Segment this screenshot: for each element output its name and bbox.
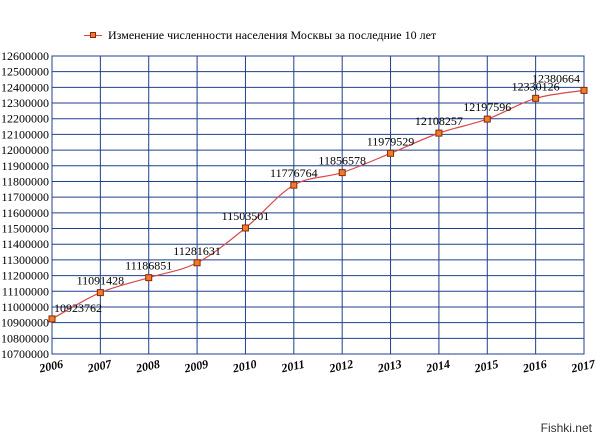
data-point xyxy=(48,315,56,323)
legend: Изменение численности населения Москвы з… xyxy=(84,28,436,43)
x-tick-label: 2006 xyxy=(37,357,64,376)
y-tick-label: 12500000 xyxy=(1,65,49,79)
x-tick-label: 2014 xyxy=(424,357,451,376)
data-label: 11281631 xyxy=(173,244,221,258)
y-tick-label: 11800000 xyxy=(1,174,49,188)
x-tick-label: 2010 xyxy=(230,357,257,376)
x-tick-label: 2016 xyxy=(521,357,548,376)
data-point xyxy=(532,94,540,102)
y-tick-label: 10700000 xyxy=(1,347,49,361)
y-tick-label: 11400000 xyxy=(1,237,49,251)
x-tick-label: 2007 xyxy=(85,357,113,376)
y-tick-label: 12600000 xyxy=(1,49,49,63)
data-label: 11856578 xyxy=(318,154,366,168)
data-label: 11186851 xyxy=(125,259,172,273)
y-tick-label: 12100000 xyxy=(1,127,49,141)
data-point xyxy=(290,181,298,189)
y-tick-label: 11700000 xyxy=(1,190,49,204)
data-point xyxy=(193,259,201,267)
y-tick-label: 11200000 xyxy=(1,269,49,283)
watermark: Fishki.net xyxy=(540,421,592,435)
x-tick-label: 2012 xyxy=(327,357,354,376)
y-tick-label: 12400000 xyxy=(1,80,49,94)
data-point xyxy=(241,224,249,232)
y-tick-label: 12000000 xyxy=(1,143,49,157)
legend-label: Изменение численности населения Москвы з… xyxy=(108,28,437,42)
y-tick-label: 11100000 xyxy=(2,284,49,298)
legend-line-icon xyxy=(84,32,102,38)
y-tick-label: 11300000 xyxy=(1,253,49,267)
data-point xyxy=(145,274,153,282)
y-tick-label: 12200000 xyxy=(1,112,49,126)
legend-marker-icon xyxy=(90,32,96,38)
data-label: 12380664 xyxy=(532,71,580,85)
data-label: 11503501 xyxy=(222,209,270,223)
data-label: 10923762 xyxy=(54,301,102,315)
data-label: 12197596 xyxy=(463,100,511,114)
x-tick-label: 2008 xyxy=(134,357,161,376)
x-tick-label: 2009 xyxy=(182,357,209,376)
y-tick-label: 11500000 xyxy=(1,222,49,236)
x-tick-label: 2015 xyxy=(472,357,499,376)
data-point xyxy=(580,86,588,94)
y-tick-label: 11900000 xyxy=(1,159,49,173)
y-tick-label: 11600000 xyxy=(1,206,49,220)
x-tick-label: 2013 xyxy=(376,357,403,376)
data-point xyxy=(338,169,346,177)
plot-area xyxy=(51,55,585,355)
data-label: 11979529 xyxy=(367,134,415,148)
data-point xyxy=(483,115,491,123)
data-point xyxy=(387,149,395,157)
x-tick-label: 2011 xyxy=(279,357,306,376)
y-tick-label: 10900000 xyxy=(1,316,49,330)
x-tick-label: 2017 xyxy=(569,357,597,376)
data-label: 12330126 xyxy=(512,79,560,93)
y-tick-label: 12300000 xyxy=(1,96,49,110)
y-tick-label: 10800000 xyxy=(1,331,49,345)
data-label: 12108257 xyxy=(415,114,463,128)
data-point xyxy=(435,129,443,137)
y-tick-label: 11000000 xyxy=(1,300,49,314)
data-label: 11776764 xyxy=(270,166,318,180)
data-label: 11091428 xyxy=(77,274,125,288)
data-point xyxy=(96,289,104,297)
